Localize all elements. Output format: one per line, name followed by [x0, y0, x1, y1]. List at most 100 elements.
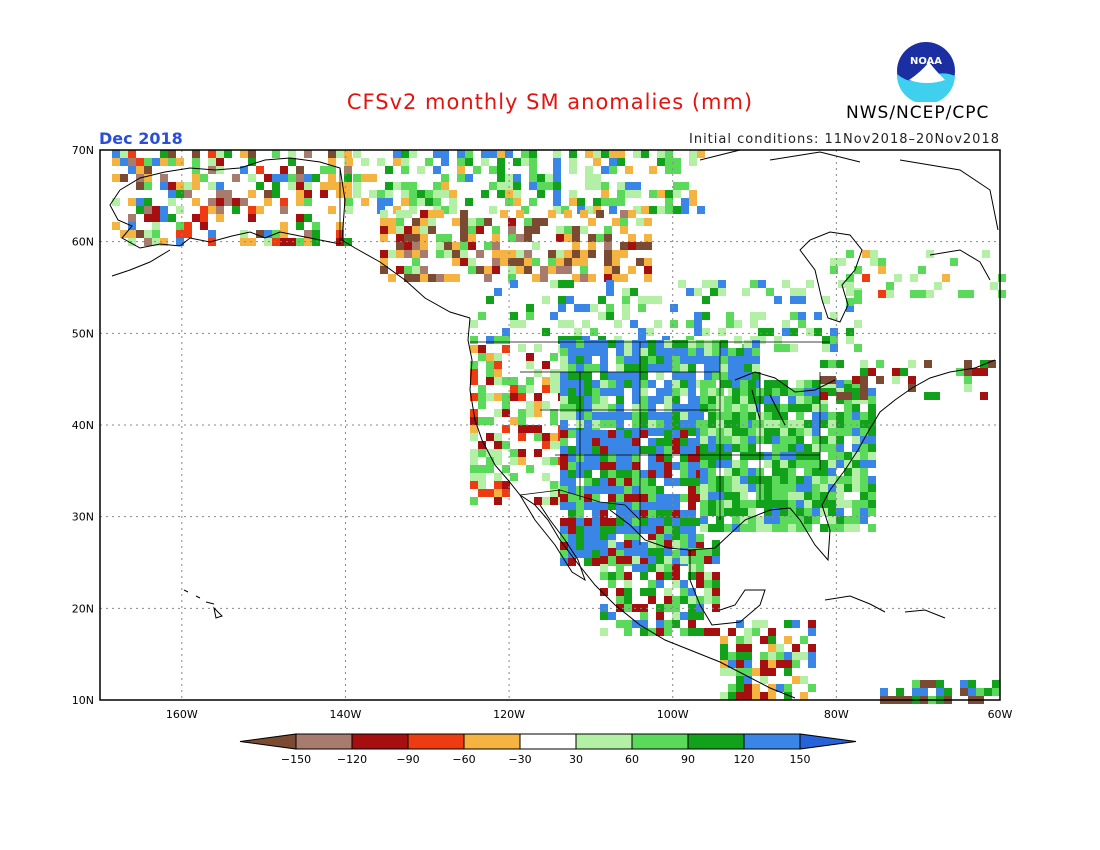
- anomaly-cell: [852, 524, 860, 532]
- anomaly-cell: [724, 500, 732, 508]
- anomaly-cell: [732, 436, 740, 444]
- anomaly-cell: [766, 328, 774, 336]
- anomaly-cell: [457, 174, 465, 182]
- anomaly-cell: [854, 296, 862, 304]
- anomaly-cell: [784, 636, 792, 644]
- anomaly-cell: [764, 412, 772, 420]
- anomaly-cell: [592, 478, 600, 486]
- anomaly-cell: [656, 462, 664, 470]
- anomaly-cell: [758, 336, 766, 344]
- anomaly-cell: [380, 210, 388, 218]
- anomaly-cell: [726, 312, 734, 320]
- anomaly-cell: [708, 404, 716, 412]
- anomaly-cell: [584, 348, 592, 356]
- anomaly-cell: [804, 492, 812, 500]
- anomaly-cell: [772, 388, 780, 396]
- anomaly-cell: [688, 564, 696, 572]
- anomaly-cell: [664, 540, 672, 548]
- anomaly-cell: [648, 486, 656, 494]
- anomaly-cell: [788, 508, 796, 516]
- anomaly-cell: [688, 420, 696, 428]
- anomaly-cell: [478, 441, 486, 449]
- anomaly-cell: [550, 353, 558, 361]
- anomaly-cell: [780, 500, 788, 508]
- anomaly-cell: [708, 500, 716, 508]
- anomaly-cell: [640, 550, 648, 558]
- anomaly-cell: [860, 384, 868, 392]
- anomaly-cell: [868, 452, 876, 460]
- anomaly-cell: [924, 392, 932, 400]
- anomaly-cell: [588, 218, 596, 226]
- anomaly-cell: [601, 190, 609, 198]
- anomaly-cell: [460, 210, 468, 218]
- anomaly-cell: [796, 428, 804, 436]
- anomaly-cell: [672, 510, 680, 518]
- anomaly-cell: [481, 190, 489, 198]
- anomaly-cell: [648, 494, 656, 502]
- anomaly-cell: [788, 396, 796, 404]
- anomaly-cell: [444, 274, 452, 282]
- anomaly-cell: [868, 436, 876, 444]
- anomaly-cell: [592, 412, 600, 420]
- anomaly-cell: [732, 508, 740, 516]
- anomaly-cell: [396, 210, 404, 218]
- anomaly-cell: [796, 484, 804, 492]
- anomaly-cell: [481, 158, 489, 166]
- anomaly-cell: [584, 396, 592, 404]
- anomaly-cell: [494, 473, 502, 481]
- anomaly-cell: [564, 250, 572, 258]
- anomaly-cell: [672, 572, 680, 580]
- anomaly-cell: [353, 150, 361, 158]
- anomaly-cell: [728, 660, 736, 668]
- anomaly-cell: [556, 258, 564, 266]
- anomaly-cell: [417, 190, 425, 198]
- lat-label: 40N: [72, 419, 94, 432]
- anomaly-cell: [560, 388, 568, 396]
- anomaly-cell: [484, 274, 492, 282]
- anomaly-cell: [764, 508, 772, 516]
- anomaly-cell: [836, 460, 844, 468]
- anomaly-cell: [772, 428, 780, 436]
- anomaly-cell: [492, 242, 500, 250]
- anomaly-cell: [728, 348, 736, 356]
- anomaly-cell: [828, 388, 836, 396]
- anomaly-cell: [524, 266, 532, 274]
- anomaly-cell: [640, 340, 648, 348]
- anomaly-cell: [478, 465, 486, 473]
- anomaly-cell: [558, 320, 566, 328]
- anomaly-cell: [664, 430, 672, 438]
- anomaly-cell: [640, 430, 648, 438]
- anomaly-cell: [584, 446, 592, 454]
- anomaly-cell: [728, 692, 736, 700]
- anomaly-cell: [288, 174, 296, 182]
- anomaly-cell: [732, 492, 740, 500]
- anomaly-cell: [564, 210, 572, 218]
- anomaly-cell: [584, 454, 592, 462]
- anomaly-cell: [596, 234, 604, 242]
- anomaly-cell: [758, 280, 766, 288]
- anomaly-cell: [694, 320, 702, 328]
- anomaly-cell: [828, 460, 836, 468]
- anomaly-cell: [468, 234, 476, 242]
- anomaly-cell: [822, 336, 830, 344]
- anomaly-cell: [744, 636, 752, 644]
- anomaly-cell: [510, 473, 518, 481]
- anomaly-cell: [728, 356, 736, 364]
- anomaly-cell: [804, 476, 812, 484]
- anomaly-cell: [828, 420, 836, 428]
- anomaly-cell: [592, 438, 600, 446]
- anomaly-cell: [796, 500, 804, 508]
- anomaly-cell: [128, 150, 136, 158]
- anomaly-cell: [288, 158, 296, 166]
- anomaly-cell: [160, 174, 168, 182]
- anomaly-cell: [918, 290, 926, 298]
- anomaly-cell: [736, 684, 744, 692]
- anomaly-cell: [632, 510, 640, 518]
- anomaly-cell: [452, 250, 460, 258]
- anomaly-cell: [712, 540, 720, 548]
- anomaly-cell: [470, 393, 478, 401]
- anomaly-cell: [168, 182, 176, 190]
- anomaly-cell: [640, 588, 648, 596]
- anomaly-cell: [672, 502, 680, 510]
- lon-label: 160W: [166, 708, 198, 721]
